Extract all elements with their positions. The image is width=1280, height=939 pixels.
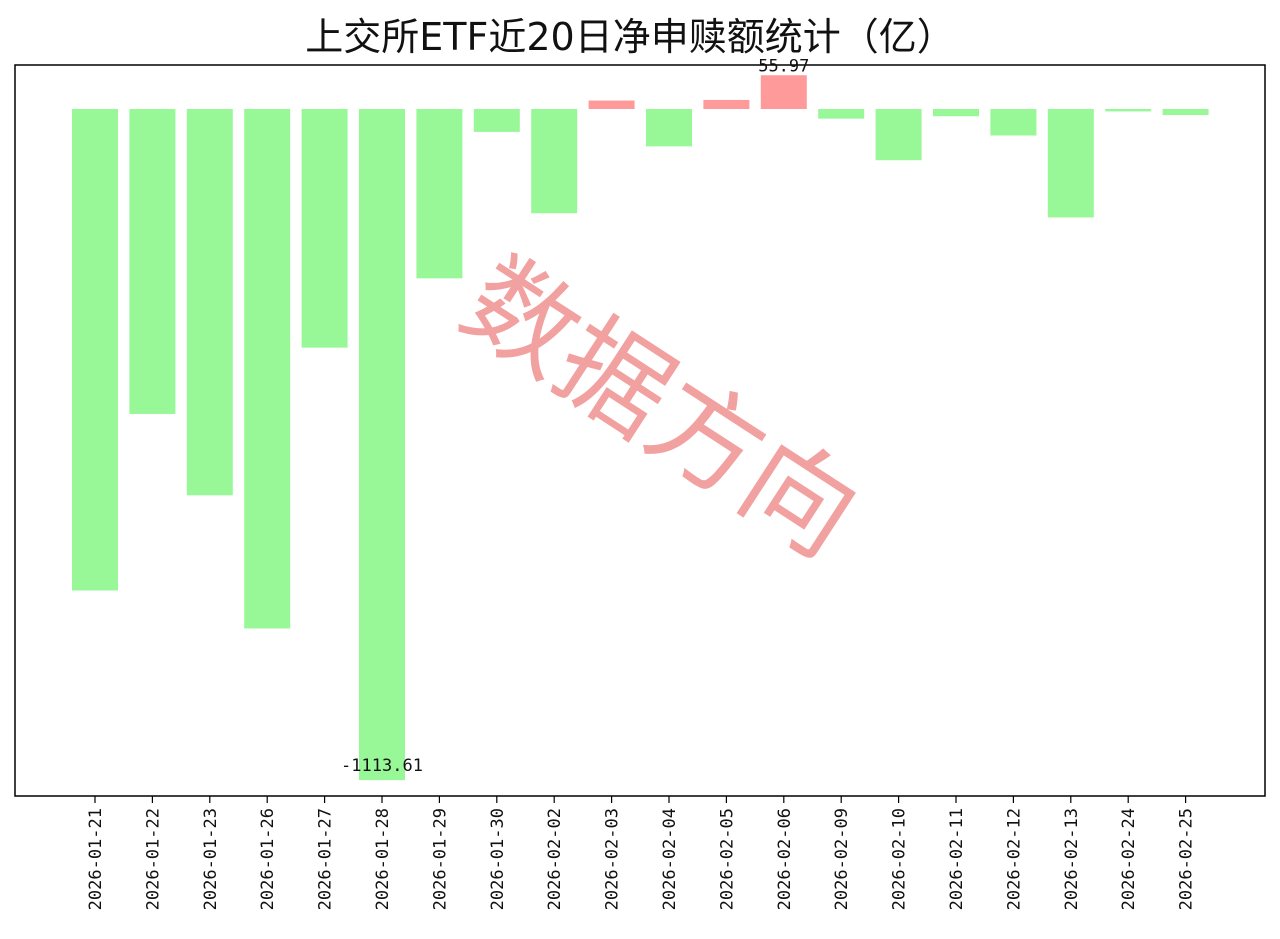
bar-2026-02-25 (1162, 108, 1209, 116)
bar-2026-02-24 (1105, 108, 1152, 112)
bar-2026-01-28 (359, 108, 405, 781)
bar-2026-01-21 (72, 108, 118, 591)
bar-2026-01-29 (416, 108, 463, 279)
data-labels-group: -1113.61 55.97 (341, 56, 809, 776)
bar-2026-01-22 (129, 108, 176, 414)
data-label-2026-02-06: 55.97 (758, 56, 809, 76)
bar-2026-02-11 (933, 108, 979, 117)
x-tick-label: 2026-02-05 (717, 808, 737, 910)
x-tick-label: 2026-02-11 (947, 808, 967, 910)
bar-2026-01-23 (186, 108, 233, 496)
x-tick-label: 2026-02-04 (660, 808, 680, 910)
bar-2026-02-03 (588, 100, 635, 109)
x-axis-ticks: 2026-01-21 2026-01-22 2026-01-23 2026-01-26… (86, 796, 1197, 910)
x-tick-label: 2026-02-03 (603, 808, 623, 910)
bar-2026-02-09 (818, 108, 865, 119)
x-tick-label: 2026-02-25 (1177, 808, 1197, 910)
x-tick-label: 2026-02-09 (832, 808, 852, 910)
bar-2026-02-13 (1047, 108, 1094, 218)
watermark-text: 数据方向 (441, 235, 880, 582)
x-tick-label: 2026-01-29 (430, 808, 450, 910)
bar-2026-02-10 (875, 108, 922, 161)
x-tick-label: 2026-01-23 (201, 808, 221, 910)
x-tick-label: 2026-02-10 (890, 808, 910, 910)
x-tick-label: 2026-02-12 (1004, 808, 1024, 910)
bar-2026-01-30 (473, 108, 520, 132)
bar-2026-02-06 (760, 75, 807, 109)
x-tick-label: 2026-01-30 (488, 808, 508, 910)
bar-2026-02-02 (531, 108, 578, 214)
bar-2026-01-26 (244, 108, 291, 629)
bars-group (72, 75, 1209, 781)
bar-2026-02-12 (990, 108, 1037, 136)
bar-2026-02-04 (646, 108, 692, 147)
x-tick-label: 2026-02-24 (1119, 808, 1139, 910)
plot-area (14, 64, 1266, 797)
x-tick-label: 2026-01-27 (316, 808, 336, 910)
x-tick-label: 2026-02-13 (1062, 808, 1082, 910)
bar-2026-01-27 (301, 108, 348, 348)
chart-title: 上交所ETF近20日净申赎额统计（亿） (305, 15, 954, 59)
data-label-2026-01-28: -1113.61 (341, 756, 423, 776)
x-tick-label: 2026-01-26 (258, 808, 278, 910)
x-tick-label: 2026-02-06 (775, 808, 795, 910)
x-tick-label: 2026-01-28 (373, 808, 393, 910)
x-tick-label: 2026-02-02 (545, 808, 565, 910)
x-tick-label: 2026-01-21 (86, 808, 106, 910)
bar-2026-02-05 (703, 99, 750, 109)
x-tick-label: 2026-01-22 (143, 808, 163, 910)
